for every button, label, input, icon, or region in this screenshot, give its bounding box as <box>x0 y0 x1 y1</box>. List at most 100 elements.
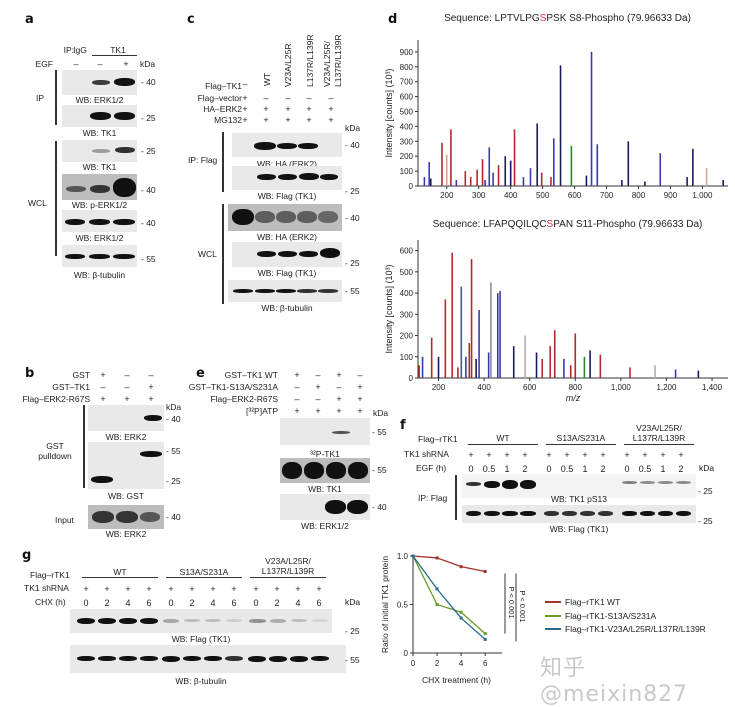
group-s13a: S13A/S231A <box>556 433 606 443</box>
kda-label: kDa <box>699 463 715 473</box>
significance-label: P < 0.001 <box>518 590 527 622</box>
marker: - 55 <box>345 286 360 296</box>
data-point <box>435 603 439 606</box>
x-tick-label: 4 <box>459 659 464 668</box>
group-underline <box>546 444 616 445</box>
data-point <box>459 616 463 620</box>
time-value: 0 <box>468 464 474 474</box>
time-value: 1 <box>582 464 588 474</box>
marker: - 40 <box>141 185 156 195</box>
blot-ha-ip <box>232 133 342 157</box>
row-value: – <box>328 93 334 103</box>
blot-caption: WB: HA (ERK2) <box>257 159 317 169</box>
blot-perk-wcl <box>62 174 137 200</box>
group-v23a: V23A/L25R/ <box>265 556 311 566</box>
shrna-value: + <box>274 584 280 594</box>
row-value: – <box>148 370 154 380</box>
row-value: – <box>306 93 312 103</box>
blot-caption: WB: p-ERK1/2 <box>71 200 128 210</box>
marker: - 40 <box>141 77 156 87</box>
row-value: + <box>336 370 342 380</box>
row-label: MG132 <box>214 115 242 125</box>
marker: - 40 <box>166 414 181 424</box>
shrna-value: + <box>678 450 684 460</box>
kda-label: kDa <box>345 597 361 607</box>
data-point <box>483 632 487 636</box>
shrna-value: + <box>210 584 216 594</box>
data-point <box>459 565 463 569</box>
row-value: – <box>336 382 342 392</box>
legend-swatch <box>545 615 561 617</box>
time-value: 2 <box>600 464 606 474</box>
col-header: V23A/L25R/ <box>322 41 332 87</box>
blot-caption: WB: ERK1/2 <box>75 233 124 243</box>
row-value: – <box>242 79 248 89</box>
x-tick-label: 700 <box>600 191 614 200</box>
row-value: + <box>306 104 312 114</box>
shrna-value: + <box>582 450 588 460</box>
blot-caption: WB: TK1 <box>82 162 117 172</box>
shrna-value: + <box>125 584 131 594</box>
spectrum1-chart: 0 100 200 300 400 500 600 700 800 900 200 300 400 500… <box>384 40 728 202</box>
panel-a-label: a <box>25 12 34 27</box>
x-tick-label: 900 <box>664 191 678 200</box>
time-value: 0 <box>253 598 259 608</box>
spectrum2-title: Sequence: LFAPQQILQCSPAN S11-Phospho (79… <box>400 220 735 230</box>
data-point <box>483 570 487 574</box>
row-value: + <box>328 115 334 125</box>
blot-caption: WB: GST <box>108 491 144 501</box>
row-value: – <box>100 382 106 392</box>
x-tick-label: 200 <box>440 191 454 200</box>
blot-caption: WB: Flag (TK1) <box>257 268 317 278</box>
legend-swatch <box>545 601 561 603</box>
section-wcl: WCL <box>28 198 47 208</box>
time-value: 0 <box>624 464 630 474</box>
title-highlight: S <box>539 13 547 24</box>
time-value: 1 <box>660 464 666 474</box>
legend-swatch <box>545 628 561 630</box>
legend-label: Flag–rTK1-V23A/L25R/L137R/L139R <box>565 624 706 634</box>
blot-caption: WB: Flag (TK1) <box>171 634 231 644</box>
row-value: + <box>285 104 291 114</box>
time-value: 0.5 <box>560 464 574 474</box>
row-label: HA–ERK2 <box>203 104 242 114</box>
kda-label: kDa <box>140 59 156 69</box>
blot-flag-ip <box>232 166 342 190</box>
blot-caption: WB: β-tubulin <box>261 303 313 313</box>
marker: - 25 <box>345 626 360 636</box>
row-value: – <box>124 382 130 392</box>
y-axis-label: Ratio of initial TK1 protein <box>380 556 390 653</box>
y-tick-label: 500 <box>400 268 414 277</box>
row-value: + <box>263 104 269 114</box>
group-underline <box>166 577 242 578</box>
section-pulldown: pulldown <box>38 451 72 461</box>
construct-label: Flag–rTK1 <box>30 570 70 580</box>
panel-f-label: f <box>400 418 406 433</box>
marker: - 40 <box>345 140 360 150</box>
group-wt: WT <box>113 567 127 577</box>
blot-tk1-ip <box>62 105 137 127</box>
blot-erk-wcl <box>62 210 137 232</box>
x-tick-label: 200 <box>432 383 446 392</box>
shrna-label: TK1 shRNA <box>404 449 449 459</box>
y-axis-label: Intensity [counts] (10³) <box>384 68 394 157</box>
section-ip: IP: Flag <box>418 493 448 503</box>
y-tick-label: 100 <box>400 167 414 176</box>
shrna-value: + <box>253 584 259 594</box>
row-value: – <box>294 394 300 404</box>
group-underline <box>624 444 694 445</box>
x-tick-label: 2 <box>435 659 440 668</box>
data-point <box>411 554 415 558</box>
x-tick-label: 600 <box>568 191 582 200</box>
panel-d-label: d <box>388 12 398 27</box>
shrna-value: + <box>231 584 237 594</box>
ip-bracket <box>55 70 57 125</box>
shrna-value: + <box>642 450 648 460</box>
legend-label: Flag–rTK1 WT <box>565 597 621 607</box>
row-label: GST–TK1-S13A/S231A <box>188 382 278 392</box>
series-line <box>412 555 486 640</box>
blot-caption: WB: β-tubulin <box>175 676 227 686</box>
row-label: Flag–ERK2-R67S <box>210 394 278 404</box>
row-value: + <box>285 115 291 125</box>
time-value: 4 <box>295 598 301 608</box>
